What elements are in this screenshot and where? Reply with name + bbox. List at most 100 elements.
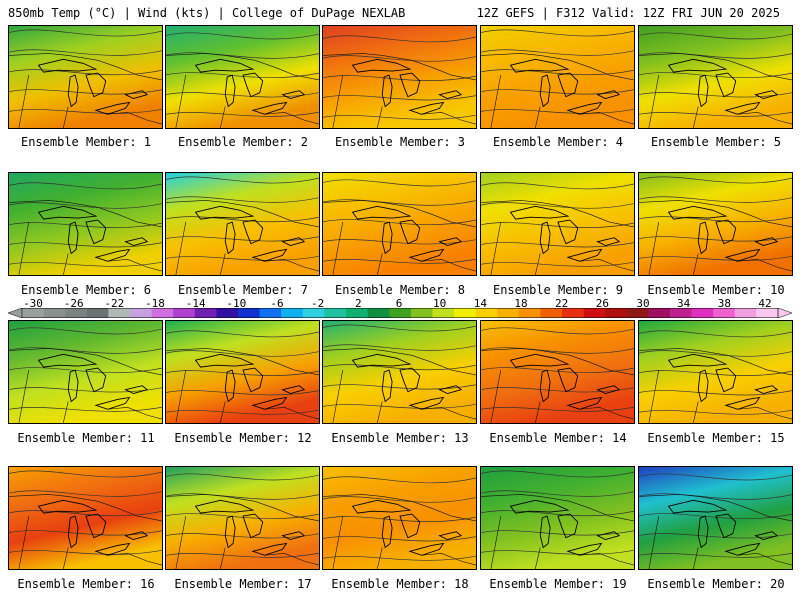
colorbar-swatch [497,308,520,318]
colorbar-swatch [713,308,736,318]
great-lakes-outline [85,72,107,98]
ensemble-member-label: Ensemble Member: 20 [647,577,785,591]
state-border [323,348,476,376]
height-contour [9,406,162,412]
colorbar-left-arrow [8,308,23,318]
colorbar-swatch [194,308,217,318]
height-contour [9,510,162,517]
colorbar-swatch [43,308,66,318]
state-border [648,369,660,423]
great-lakes-outline [67,221,79,255]
great-lakes-outline [596,385,621,395]
height-contour [323,344,476,351]
great-lakes-outline [566,542,603,556]
great-lakes-outline [715,72,737,98]
ensemble-member-label: Ensemble Member: 16 [17,577,155,591]
state-border [693,547,699,569]
state-border [332,369,344,423]
colorbar-tick-label: -18 [145,297,165,310]
great-lakes-outline [281,385,306,395]
colorbar-swatch [734,308,757,318]
ensemble-member-label: Ensemble Member: 18 [331,577,469,591]
great-lakes-outline [85,219,107,245]
colorbar-tick-label: 6 [395,297,403,310]
height-contour [9,327,162,335]
great-lakes-outline [438,531,463,541]
height-contour [166,32,319,40]
height-contour [9,49,162,56]
ensemble-member-map-17 [165,466,320,570]
height-contour [9,89,162,95]
state-border [323,494,476,522]
great-lakes-outline [438,90,463,100]
great-lakes-outline [697,221,709,255]
height-contour [323,555,476,561]
great-lakes-outline [124,237,149,247]
great-lakes-outline [85,513,107,539]
state-border [18,74,30,128]
state-border [264,553,319,566]
state-border [421,553,476,566]
great-lakes-outline [408,101,445,115]
state-border [421,407,476,420]
colorbar-tick-label: -30 [23,297,43,310]
great-lakes-outline [242,513,264,539]
colorbar-swatch [583,308,606,318]
height-contour [481,327,634,335]
ensemble-member-map-4 [480,25,635,129]
state-border [18,369,30,423]
ensemble-member-label: Ensemble Member: 1 [20,135,152,149]
great-lakes-outline [667,58,728,73]
ensemble-member-label: Ensemble Member: 9 [492,283,624,297]
ensemble-member-map-20 [638,466,793,570]
colorbar-swatch [65,308,88,318]
great-lakes-outline [509,205,570,220]
great-lakes-outline [381,515,393,549]
great-lakes-outline [596,90,621,100]
height-contour [9,69,162,76]
state-border [107,112,162,125]
state-border [579,553,634,566]
height-contour [166,409,319,415]
great-lakes-outline [242,72,264,98]
height-contour [481,49,634,56]
state-border [535,401,541,423]
state-border [220,547,226,569]
height-contour [639,255,792,261]
state-border [323,53,476,81]
state-border [18,221,30,275]
colorbar-swatch [173,308,196,318]
ensemble-member-label: Ensemble Member: 12 [174,431,312,445]
state-border [490,221,502,275]
temperature-colorbar [8,308,792,318]
height-contour [639,196,792,203]
great-lakes-outline [224,515,236,549]
height-contour [481,182,634,190]
height-contour [323,364,476,371]
temperature-field [166,173,319,275]
great-lakes-outline [438,385,463,395]
colorbar-swatch [518,308,541,318]
height-contour [323,114,476,120]
height-contour [9,108,162,114]
great-lakes-outline [399,219,421,245]
great-lakes-outline [194,58,255,73]
great-lakes-outline [667,353,728,368]
height-contour [9,470,162,478]
height-contour [481,108,634,114]
great-lakes-outline [715,219,737,245]
height-contour [481,490,634,497]
state-border [377,401,383,423]
colorbar-swatch [540,308,563,318]
ensemble-member-map-18 [322,466,477,570]
height-contour [323,35,476,43]
state-border [63,106,69,128]
state-border [377,106,383,128]
state-border [175,369,187,423]
colorbar-swatch [238,308,260,318]
great-lakes-outline [399,513,421,539]
colorbar-swatch [626,308,649,318]
height-contour [9,182,162,190]
height-contour [166,236,319,242]
great-lakes-outline [281,90,306,100]
